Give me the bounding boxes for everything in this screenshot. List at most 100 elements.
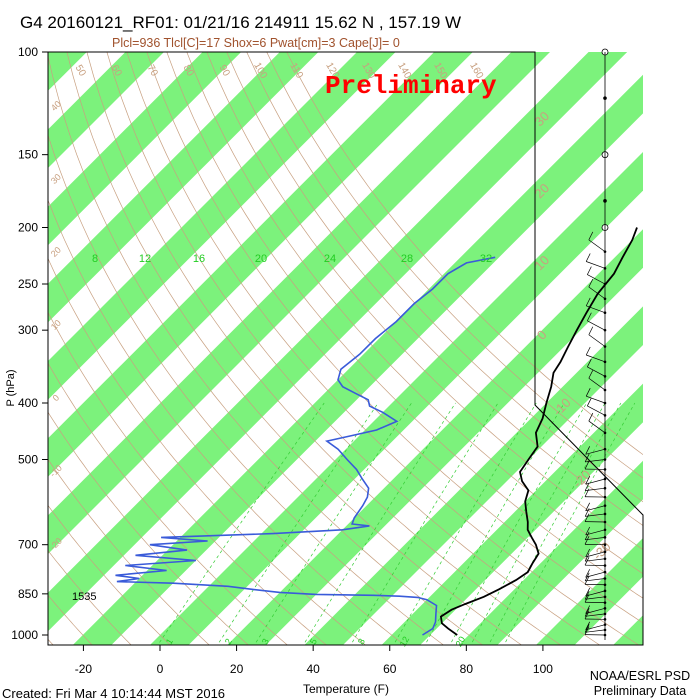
isotherm-band	[48, 52, 164, 168]
bottom-mixing-label: 8	[356, 637, 367, 646]
wind-barb-flag	[584, 531, 590, 540]
wind-barb	[585, 624, 606, 631]
left-temp-label: 30	[49, 172, 63, 186]
preliminary-watermark: Preliminary	[325, 71, 497, 101]
wind-barb-flag	[585, 548, 590, 558]
y-tick-label: 300	[18, 323, 38, 337]
wind-barb	[587, 405, 606, 416]
left-temp-label: 40	[49, 99, 63, 113]
dry-adiabat	[48, 55, 484, 645]
dry-adiabat	[146, 52, 643, 624]
dry-adiabat	[126, 52, 640, 645]
wind-barb-flag	[588, 278, 594, 288]
mixing-ratio-line	[253, 402, 412, 645]
mixing-ratio-line	[157, 402, 325, 645]
wind-barb	[586, 395, 606, 404]
wind-barb	[587, 274, 606, 285]
wind-barb-flag	[585, 297, 591, 307]
x-tick-label: 60	[383, 662, 397, 676]
mixing-ratio-line	[470, 402, 606, 645]
mixing-ratio-line	[350, 402, 499, 645]
wind-barb-flag	[585, 587, 590, 597]
wind-barb-flag	[587, 312, 592, 321]
wind-barb-flag	[584, 553, 590, 562]
wind-barb-flag	[584, 576, 590, 585]
bottom-mixing-label: 3	[260, 637, 271, 646]
wind-panel-mask	[535, 52, 700, 645]
x-tick-label: 40	[306, 662, 320, 676]
dry-adiabat	[106, 52, 601, 645]
wind-barb	[588, 334, 606, 347]
y-tick-label: 700	[18, 538, 38, 552]
left-temp-label: 10	[49, 318, 63, 332]
y-tick-label: 850	[18, 587, 38, 601]
sounding-series	[115, 227, 638, 636]
mixing-ratio-line	[449, 402, 587, 645]
isotherm-band	[48, 52, 550, 554]
wind-barb	[586, 354, 606, 363]
chart-subtitle: Plcl=936 Tlcl[C]=17 Shox=6 Pwat[cm]=3 Ca…	[112, 36, 400, 50]
mixing-ratio-label: 16	[193, 253, 205, 265]
left-temp-label: 20	[49, 245, 63, 259]
dry-adiabat	[166, 52, 643, 599]
dry-adiabats	[48, 52, 643, 645]
wind-barb	[585, 629, 606, 633]
mixing-ratio-label: 20	[255, 253, 267, 265]
wind-barb	[588, 377, 606, 391]
bottom-mixing-label: 5	[308, 637, 319, 646]
x-tick-label: -20	[75, 662, 93, 676]
dry-adiabat	[48, 257, 366, 645]
wind-barb-flag	[585, 569, 590, 578]
dry-adiabat	[48, 311, 327, 645]
wind-barb-flag	[585, 621, 590, 630]
wind-barb-flag	[584, 626, 590, 635]
dry-adiabat	[48, 362, 288, 645]
wind-barb	[585, 596, 606, 600]
count-label: 1535	[72, 591, 96, 603]
wind-barb-flag	[584, 624, 590, 633]
wind-barb-flag	[585, 605, 590, 614]
dry-adiabat	[206, 52, 643, 551]
dry-adiabat	[48, 458, 210, 645]
status-label: Preliminary Data	[594, 684, 686, 698]
mixing-ratio-line	[424, 402, 565, 645]
isotherm-band	[613, 615, 643, 645]
wind-barb-flag	[587, 266, 592, 275]
wind-barb-flag	[584, 536, 590, 545]
y-tick-label: 400	[18, 396, 38, 410]
wind-barb	[585, 613, 606, 617]
bottom-mixing-label: 2	[223, 637, 234, 646]
dry-adiabat	[266, 52, 643, 479]
dry-adiabat	[48, 199, 405, 645]
mixing-ratio-line	[488, 402, 622, 645]
isotherm-band	[48, 52, 396, 400]
wind-barb	[588, 239, 606, 252]
bottom-mixing-label: 20	[454, 635, 468, 649]
y-tick-label: 150	[18, 148, 38, 162]
wind-barb-flag	[584, 557, 590, 566]
wind-barb	[586, 261, 606, 269]
wind-barb	[585, 513, 606, 517]
wind-barb	[585, 607, 606, 614]
wind-barb	[586, 305, 606, 314]
wind-barb	[587, 320, 606, 331]
wind-barb-flag	[585, 476, 590, 485]
dewpoint-line	[115, 256, 496, 636]
wind-barb	[587, 366, 606, 377]
wind-barb	[585, 558, 606, 562]
mixing-ratio-label: 32	[480, 253, 492, 265]
chart-title: G4 20160121_RF01: 01/21/16 214911 15.62 …	[20, 13, 461, 32]
wind-barb-flag	[587, 358, 592, 368]
wind-barb	[588, 286, 606, 300]
isotherm-band	[149, 151, 643, 645]
isotherm-band	[48, 52, 628, 632]
axis-ticks	[42, 51, 544, 651]
x-tick-label: 0	[157, 662, 164, 676]
dry-adiabat	[48, 411, 249, 645]
plot-frame	[47, 51, 644, 646]
wind-barb	[585, 448, 606, 455]
x-tick-label: 80	[460, 662, 474, 676]
wind-barb	[588, 420, 606, 434]
dry-adiabat	[186, 52, 643, 575]
